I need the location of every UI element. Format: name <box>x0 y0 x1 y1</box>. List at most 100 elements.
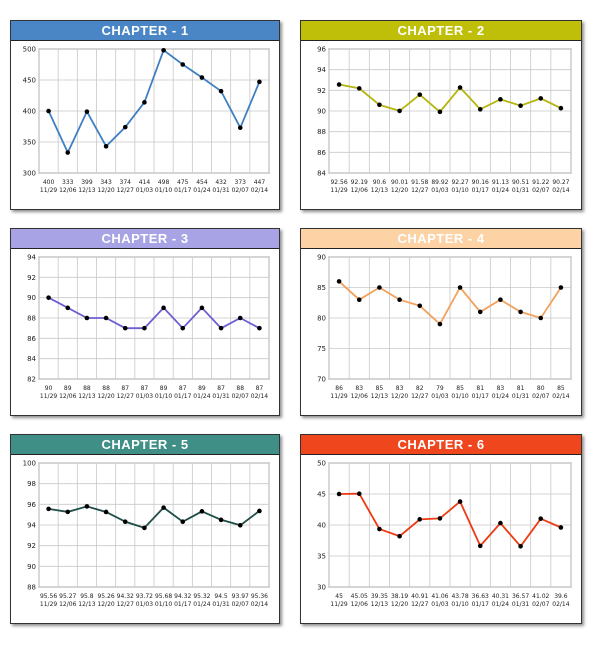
x-date-label: 01/03 <box>431 601 448 608</box>
x-date-label: 02/14 <box>552 187 569 194</box>
x-value-label: 89 <box>160 385 168 392</box>
data-point <box>257 325 262 331</box>
x-value-label: 81 <box>476 385 484 392</box>
y-tick-label: 90 <box>317 254 326 262</box>
y-tick-label: 35 <box>317 553 326 561</box>
y-tick-label: 82 <box>27 376 36 384</box>
data-point <box>65 305 71 311</box>
x-value-label: 95.32 <box>193 593 210 600</box>
series-line <box>338 280 562 326</box>
x-date-label: 01/31 <box>212 187 229 194</box>
x-value-label: 41.06 <box>431 593 448 600</box>
data-point <box>142 100 147 105</box>
data-point <box>558 285 564 290</box>
data-point <box>46 108 51 114</box>
chart-panel-chapter-1: CHAPTER - 1 300 350 400 450 500 400 11/29 333 12… <box>10 20 280 210</box>
x-value-label: 87 <box>179 385 187 392</box>
y-tick-label: 90 <box>317 108 326 116</box>
y-tick-label: 94 <box>27 522 36 530</box>
x-value-label: 86 <box>335 385 343 392</box>
line-chart: 30354045504511/2945.0512/0639.3512/1338.… <box>317 460 572 608</box>
x-value-label: 38.19 <box>391 593 408 600</box>
data-point <box>46 506 51 512</box>
line-chart: 8486889092949692.5611/2992.1912/0690.612… <box>317 46 572 194</box>
x-value-label: 95.26 <box>97 593 114 600</box>
x-value-label: 87 <box>141 385 149 392</box>
y-tick-label: 75 <box>317 345 326 353</box>
x-date-label: 11/29 <box>330 187 347 194</box>
chart-panel-chapter-6: CHAPTER - 6 30 35 40 45 50 45 11/29 45.05 12/06 3… <box>300 434 582 624</box>
data-point <box>142 525 147 531</box>
y-tick-label: 500 <box>23 46 36 54</box>
chart-title: CHAPTER - 2 <box>301 21 581 41</box>
y-tick-label: 80 <box>317 315 326 323</box>
x-value-label: 94.5 <box>214 593 228 600</box>
data-point <box>457 85 463 90</box>
data-point <box>336 491 342 497</box>
x-date-label: 01/10 <box>451 187 468 194</box>
data-point <box>498 297 503 302</box>
data-point <box>356 491 362 496</box>
data-point <box>65 509 71 515</box>
x-value-label: 432 <box>215 179 227 186</box>
x-value-label: 400 <box>43 179 55 186</box>
y-tick-label: 70 <box>317 376 326 384</box>
chart-panel-chapter-5: CHAPTER - 5 88 90 92 94 96 98 100 95.56 11/29 95.… <box>10 434 280 624</box>
x-value-label: 89 <box>64 385 72 392</box>
x-date-label: 02/14 <box>552 601 569 608</box>
x-value-label: 91.58 <box>411 179 428 186</box>
data-point <box>199 75 205 80</box>
x-date-label: 01/24 <box>492 393 509 400</box>
data-point <box>46 295 51 300</box>
data-point <box>237 523 243 528</box>
x-value-label: 414 <box>139 179 151 186</box>
x-value-label: 93.97 <box>232 593 249 600</box>
x-date-label: 12/06 <box>59 601 76 608</box>
x-value-label: 90.16 <box>472 179 489 186</box>
data-point <box>237 315 243 321</box>
x-date-label: 02/14 <box>251 601 268 608</box>
x-value-label: 91.13 <box>492 179 509 186</box>
data-point <box>477 309 483 315</box>
x-date-label: 12/27 <box>117 393 134 400</box>
line-chart: 828486889092949011/298912/068812/138812/… <box>27 254 270 400</box>
data-point <box>122 124 128 130</box>
x-date-label: 02/07 <box>532 393 549 400</box>
x-value-label: 93.72 <box>136 593 153 600</box>
x-date-label: 12/27 <box>411 601 428 608</box>
x-value-label: 89.92 <box>431 179 448 186</box>
x-value-label: 40.91 <box>411 593 428 600</box>
x-date-label: 12/20 <box>391 187 408 194</box>
x-value-label: 83 <box>355 385 363 392</box>
y-tick-label: 94 <box>317 66 326 74</box>
data-point <box>237 125 243 131</box>
chart-title: CHAPTER - 1 <box>11 21 279 41</box>
data-point <box>180 325 186 331</box>
x-value-label: 87 <box>121 385 129 392</box>
x-value-label: 82 <box>416 385 424 392</box>
x-date-label: 01/10 <box>451 601 468 608</box>
x-value-label: 91.22 <box>532 179 549 186</box>
x-date-label: 12/06 <box>351 601 368 608</box>
chart-panel-chapter-4: CHAPTER - 4 70 75 80 85 90 86 11/29 83 12/06 85 12… <box>300 228 582 416</box>
x-value-label: 40.31 <box>492 593 509 600</box>
x-date-label: 01/03 <box>431 187 448 194</box>
x-value-label: 83 <box>497 385 505 392</box>
x-date-label: 11/29 <box>330 601 347 608</box>
chart-title: CHAPTER - 4 <box>301 229 581 249</box>
x-date-label: 12/13 <box>371 393 388 400</box>
y-tick-label: 98 <box>27 480 36 488</box>
y-tick-label: 86 <box>317 149 326 157</box>
x-date-label: 01/17 <box>174 393 191 400</box>
x-date-label: 12/13 <box>371 601 388 608</box>
y-tick-label: 86 <box>27 335 36 343</box>
x-date-label: 02/07 <box>532 601 549 608</box>
data-point <box>65 150 71 155</box>
y-tick-label: 92 <box>317 87 326 95</box>
x-date-label: 02/07 <box>232 601 249 608</box>
data-point <box>417 92 423 97</box>
x-date-label: 01/03 <box>431 393 448 400</box>
x-date-label: 01/31 <box>512 601 529 608</box>
y-tick-label: 94 <box>27 254 36 262</box>
x-date-label: 12/20 <box>97 601 114 608</box>
